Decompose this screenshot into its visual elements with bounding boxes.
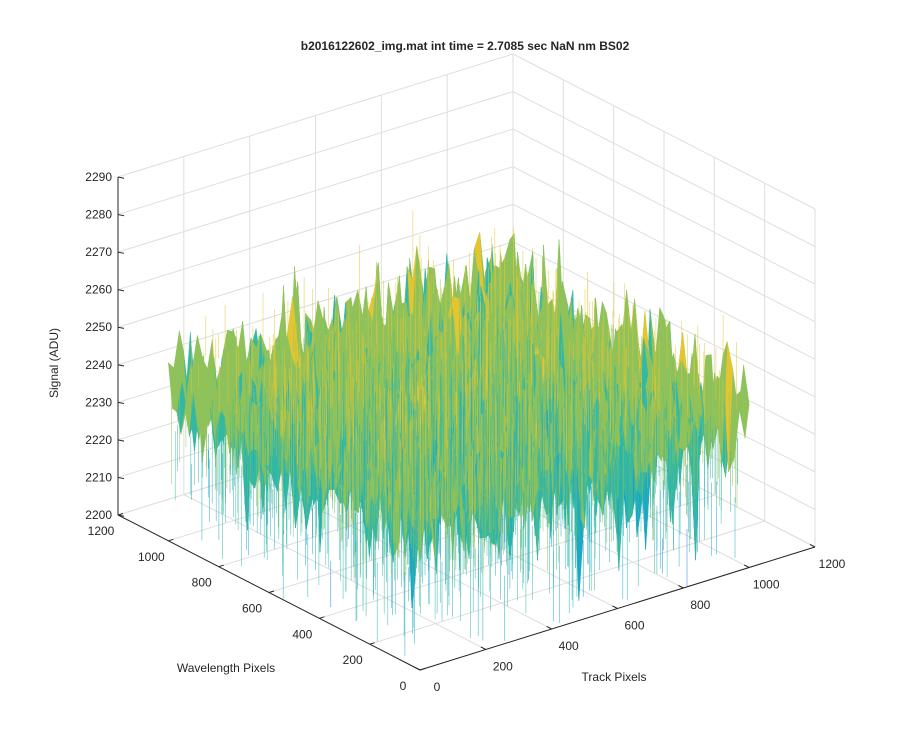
floor-gridline-y <box>319 494 715 619</box>
side-wall-gridline <box>512 166 816 323</box>
floor-gridline-y <box>369 520 765 645</box>
side-wall-gridline <box>512 203 816 360</box>
side-wall-gridline <box>512 91 816 248</box>
back-wall-gridline <box>117 91 514 216</box>
surface-plot <box>168 210 750 656</box>
back-wall-gridline <box>117 53 514 178</box>
back-wall-gridline <box>117 166 514 291</box>
back-wall-gridline <box>117 128 514 253</box>
back-wall-gridline <box>117 203 514 328</box>
side-wall-gridline <box>512 53 816 210</box>
side-wall-gridline <box>512 128 816 285</box>
